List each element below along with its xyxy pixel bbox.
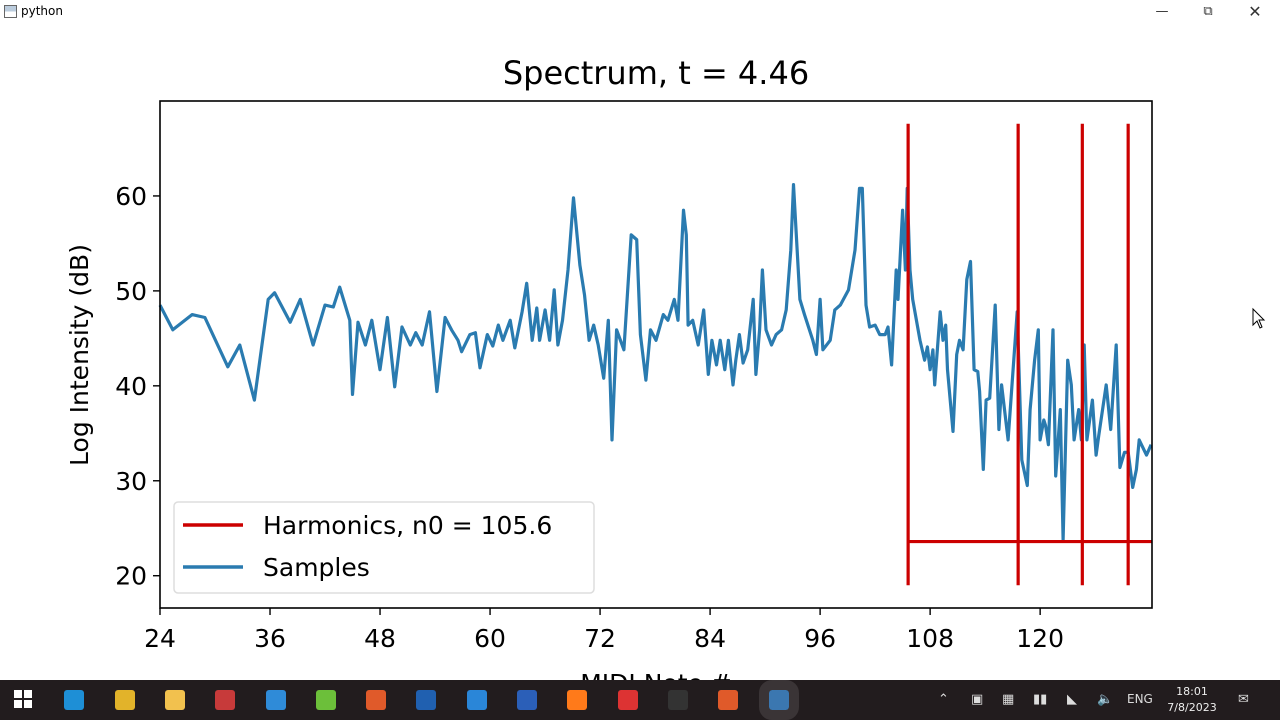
clock[interactable]: 18:01 7/8/2023 — [1166, 684, 1218, 716]
legend-box — [173, 501, 595, 594]
samples-line — [158, 183, 1153, 542]
y-axis-label: Log Intensity (dB) — [65, 244, 94, 466]
git-2-taskbar-icon[interactable] — [718, 690, 739, 710]
x-tick-label: 24 — [144, 624, 176, 653]
photos-taskbar-icon[interactable] — [416, 690, 437, 710]
filezilla-taskbar-icon[interactable] — [215, 690, 236, 710]
network-app-icon[interactable]: ▦ — [1002, 692, 1015, 707]
spectrum-chart: Spectrum, t = 4.46 Log Intensity (dB) MI… — [65, 54, 1266, 680]
x-tick-label: 96 — [804, 624, 836, 653]
git-taskbar-icon[interactable] — [366, 690, 387, 710]
mouse-cursor-icon — [1252, 307, 1266, 329]
notepad-plus-taskbar-icon[interactable] — [315, 690, 336, 710]
legend: Harmonics, n0 = 105.6 Samples — [173, 501, 595, 594]
minimize-button[interactable]: — — [1155, 4, 1169, 19]
y-tick-label: 40 — [115, 372, 147, 401]
legend-samples-label: Samples — [263, 553, 370, 582]
file-app-taskbar-icon[interactable] — [466, 690, 487, 710]
y-tick-label: 60 — [115, 182, 147, 211]
notifications-icon[interactable]: ✉ — [1238, 692, 1249, 707]
android-studio-taskbar-icon[interactable] — [265, 690, 286, 710]
volume-icon[interactable]: 🔈 — [1097, 692, 1114, 707]
y-tick-label: 50 — [115, 277, 147, 306]
plot-frame — [159, 100, 1153, 609]
x-tick-label: 60 — [474, 624, 506, 653]
clock-date: 7/8/2023 — [1167, 701, 1217, 714]
meet-icon[interactable]: ▣ — [971, 692, 984, 707]
battery-icon[interactable]: ▮▮ — [1033, 692, 1048, 707]
x-axis-label: MIDI Note # — [580, 669, 732, 680]
x-tick-label: 120 — [1016, 624, 1064, 653]
legend-harmonics-label: Harmonics, n0 = 105.6 — [263, 511, 552, 540]
x-tick-label: 108 — [906, 624, 954, 653]
clock-time: 18:01 — [1176, 685, 1208, 698]
tray-chevron-icon[interactable]: ⌃ — [938, 692, 949, 707]
windows-start-taskbar-icon[interactable] — [14, 690, 34, 710]
taskbar: ⌃ ▣ ▦ ▮▮ ◣ 🔈 ENG 18:01 7/8/2023 ✉ — [0, 680, 1280, 720]
python-app-icon — [4, 5, 17, 18]
terminal-taskbar-icon[interactable] — [667, 690, 688, 710]
x-tick-label: 36 — [254, 624, 286, 653]
close-button[interactable]: ✕ — [1248, 2, 1262, 21]
x-tick-label: 72 — [584, 624, 616, 653]
y-tick-label: 30 — [115, 467, 147, 496]
edge-taskbar-icon[interactable] — [64, 690, 85, 710]
wifi-icon[interactable]: ◣ — [1067, 692, 1077, 707]
word-taskbar-icon[interactable] — [517, 690, 537, 710]
language-indicator[interactable]: ENG — [1127, 692, 1153, 706]
x-tick-label: 48 — [364, 624, 396, 653]
chrome-taskbar-icon[interactable] — [114, 690, 135, 710]
window-titlebar: python — ⧉ ✕ — [0, 0, 1280, 24]
python-taskbar-icon[interactable] — [758, 680, 799, 720]
restore-button[interactable]: ⧉ — [1203, 4, 1213, 19]
db-app-taskbar-icon[interactable] — [617, 690, 638, 710]
chart-title: Spectrum, t = 4.46 — [503, 54, 809, 92]
firefox-taskbar-icon[interactable] — [567, 690, 588, 710]
x-tick-label: 84 — [694, 624, 726, 653]
y-tick-label: 20 — [115, 562, 147, 591]
file-explorer-taskbar-icon[interactable] — [164, 690, 185, 710]
window-title: python — [21, 4, 63, 18]
